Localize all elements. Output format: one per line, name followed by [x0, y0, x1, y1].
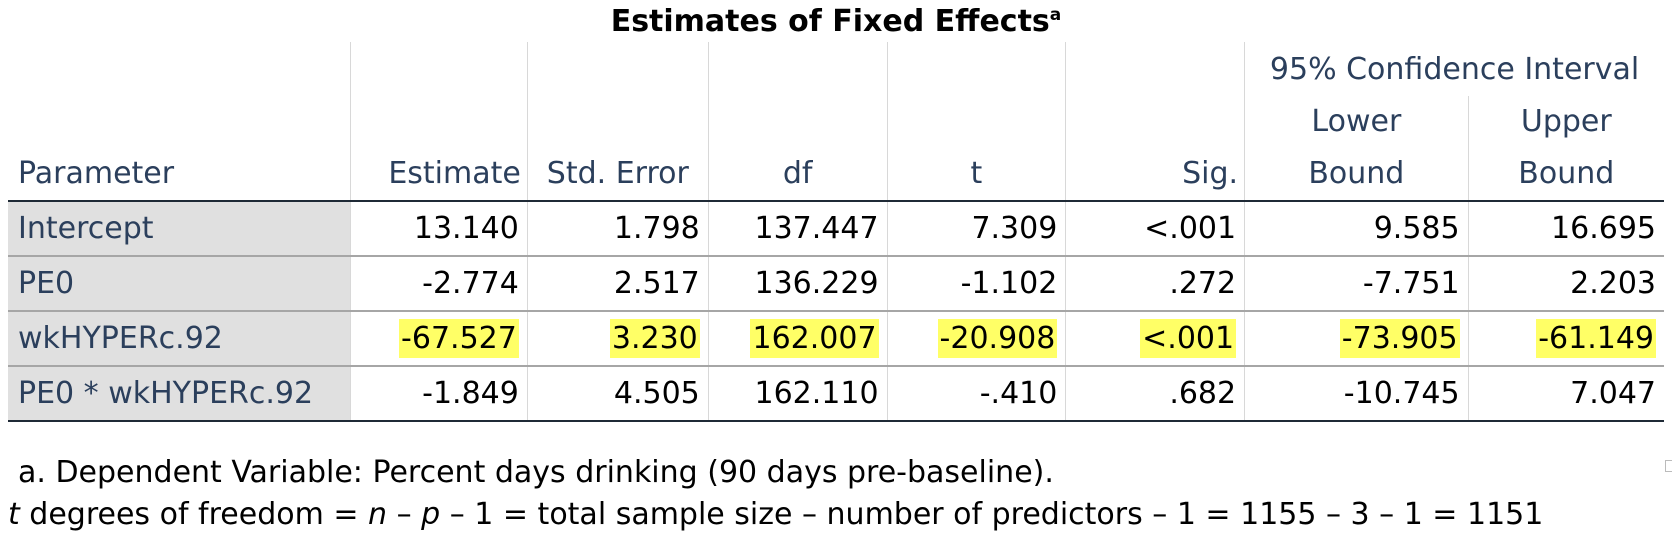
cell-sig: .272 [1065, 256, 1245, 312]
cell-t: 7.309 [886, 201, 1066, 257]
cell-parameter: Intercept [8, 201, 351, 257]
cell-sig: <.001 [1065, 201, 1245, 257]
formula-n: n [368, 497, 388, 532]
formula-part1: degrees of freedom = [19, 497, 369, 532]
cell-std-error: 1.798 [526, 201, 709, 257]
formula-p: p [421, 497, 441, 532]
formula-part2: – [387, 497, 422, 532]
cell-upper: 16.695 [1467, 201, 1664, 257]
cell-parameter: PE0 * wkHYPERc.92 [8, 366, 351, 422]
table-row: Intercept 13.140 1.798 137.447 7.309 <.001 9.5… [8, 201, 1664, 257]
cell-parameter: PE0 [8, 256, 351, 312]
cell-df: 162.007 [707, 311, 888, 367]
cell-estimate: -67.527 [350, 311, 528, 367]
header-blank [526, 42, 709, 96]
highlighted-value: <.001 [1140, 318, 1237, 358]
header-t: t [886, 148, 1066, 202]
formula-part3: – 1 = total sample size – number of pred… [440, 497, 1544, 532]
header-blank [526, 96, 709, 148]
header-blank [707, 96, 888, 148]
table-row: PE0 -2.774 2.517 136.229 -1.102.272 -7.751 2.2… [8, 256, 1664, 312]
highlighted-value: 3.230 [609, 318, 700, 358]
cell-t: -1.102 [886, 256, 1066, 312]
header-lower-line2: Bound [1244, 148, 1469, 202]
header-blank [1065, 42, 1245, 96]
cell-df: 162.110 [707, 366, 888, 422]
header-estimate: Estimate [350, 148, 528, 202]
cell-t: -20.908 [886, 311, 1066, 367]
table-row: wkHYPERc.92 -67.527 3.230 162.007 -20.908 <.0… [8, 311, 1664, 367]
title-footnote-marker: a [1049, 5, 1062, 25]
cell-parameter: wkHYPERc.92 [8, 311, 351, 367]
cell-df: 136.229 [707, 256, 888, 312]
cell-lower: -7.751 [1244, 256, 1469, 312]
cell-upper: -61.149 [1467, 311, 1664, 367]
highlighted-value: -20.908 [937, 318, 1058, 358]
header-row-bound-1: Lower Upper [8, 96, 1664, 148]
cell-sig: <.001 [1065, 311, 1245, 367]
cell-upper: 2.203 [1467, 256, 1664, 312]
highlighted-value: -73.905 [1339, 318, 1460, 358]
header-blank [886, 42, 1066, 96]
table-notes: a. Dependent Variable: Percent days drin… [8, 452, 1543, 536]
header-upper-line2: Bound [1467, 148, 1664, 202]
highlighted-value: -61.149 [1536, 318, 1656, 358]
cell-t: -.410 [886, 366, 1066, 422]
footnote-dependent-variable: a. Dependent Variable: Percent days drin… [18, 455, 1054, 490]
corner-marker [1665, 460, 1672, 472]
cell-sig: .682 [1065, 366, 1245, 422]
header-blank [886, 96, 1066, 148]
header-blank [1065, 96, 1245, 148]
header-blank [8, 96, 351, 148]
header-parameter: Parameter [8, 148, 351, 202]
cell-std-error: 3.230 [526, 311, 709, 367]
cell-lower: -73.905 [1244, 311, 1469, 367]
highlighted-value: 162.007 [750, 318, 879, 358]
header-blank [8, 42, 351, 96]
cell-std-error: 4.505 [526, 366, 709, 422]
cell-estimate: 13.140 [350, 201, 528, 257]
table-title: Estimates of Fixed Effectsa [0, 2, 1672, 42]
cell-lower: -10.745 [1244, 366, 1469, 422]
header-blank [707, 42, 888, 96]
header-df: df [707, 148, 888, 202]
header-upper-line1: Upper [1467, 96, 1664, 148]
formula-t: t [8, 497, 20, 532]
cell-df: 137.447 [707, 201, 888, 257]
header-blank [350, 96, 528, 148]
footnote-degrees-of-freedom: t degrees of freedom = n – p – 1 = total… [8, 494, 1543, 536]
header-lower-line1: Lower [1244, 96, 1469, 148]
header-std-error: Std. Error [526, 148, 709, 202]
cell-estimate: -2.774 [350, 256, 528, 312]
header-row-columns: Parameter Estimate Std. Error df t Sig. … [8, 148, 1664, 202]
header-blank [350, 42, 528, 96]
highlighted-value: -67.527 [399, 318, 519, 358]
cell-std-error: 2.517 [526, 256, 709, 312]
table-title-text: Estimates of Fixed Effects [610, 4, 1050, 39]
cell-lower: 9.585 [1244, 201, 1469, 257]
table-row: PE0 * wkHYPERc.92 -1.849 4.505 162.110 -.410… [8, 366, 1664, 422]
cell-upper: 7.047 [1467, 366, 1664, 422]
header-sig: Sig. [1065, 148, 1245, 202]
header-ci-group: 95% Confidence Interval [1244, 42, 1664, 96]
fixed-effects-table: 95% Confidence Interval Lower Upper Para… [8, 42, 1664, 422]
header-row-group: 95% Confidence Interval [8, 42, 1664, 96]
cell-estimate: -1.849 [350, 366, 528, 422]
